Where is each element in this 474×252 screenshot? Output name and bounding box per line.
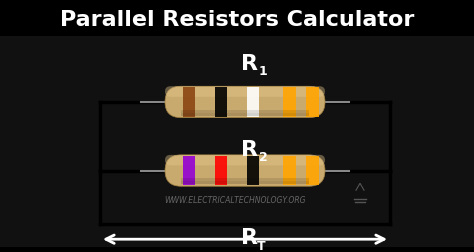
Bar <box>215 88 228 117</box>
FancyBboxPatch shape <box>165 155 325 166</box>
Text: R: R <box>241 227 258 247</box>
FancyBboxPatch shape <box>181 179 309 182</box>
Bar <box>246 88 259 117</box>
Text: WWW.ELECTRICALTECHNOLOGY.ORG: WWW.ELECTRICALTECHNOLOGY.ORG <box>164 196 306 205</box>
Text: T: T <box>257 239 265 251</box>
Text: Parallel Resistors Calculator: Parallel Resistors Calculator <box>60 10 414 29</box>
Text: 2: 2 <box>259 151 267 164</box>
FancyBboxPatch shape <box>0 37 474 247</box>
Bar <box>306 156 319 185</box>
Bar <box>246 156 259 185</box>
Bar <box>283 88 296 117</box>
FancyBboxPatch shape <box>165 155 325 186</box>
FancyBboxPatch shape <box>181 113 309 116</box>
FancyBboxPatch shape <box>181 110 309 113</box>
Bar <box>283 156 296 185</box>
FancyBboxPatch shape <box>165 87 325 97</box>
Bar <box>215 156 228 185</box>
Bar <box>306 88 319 117</box>
Text: 1: 1 <box>259 65 267 78</box>
FancyBboxPatch shape <box>165 87 325 118</box>
Text: R: R <box>241 139 258 159</box>
FancyBboxPatch shape <box>181 182 309 184</box>
Text: R: R <box>241 53 258 73</box>
Bar <box>182 88 195 117</box>
FancyBboxPatch shape <box>0 0 474 37</box>
Bar <box>182 156 195 185</box>
